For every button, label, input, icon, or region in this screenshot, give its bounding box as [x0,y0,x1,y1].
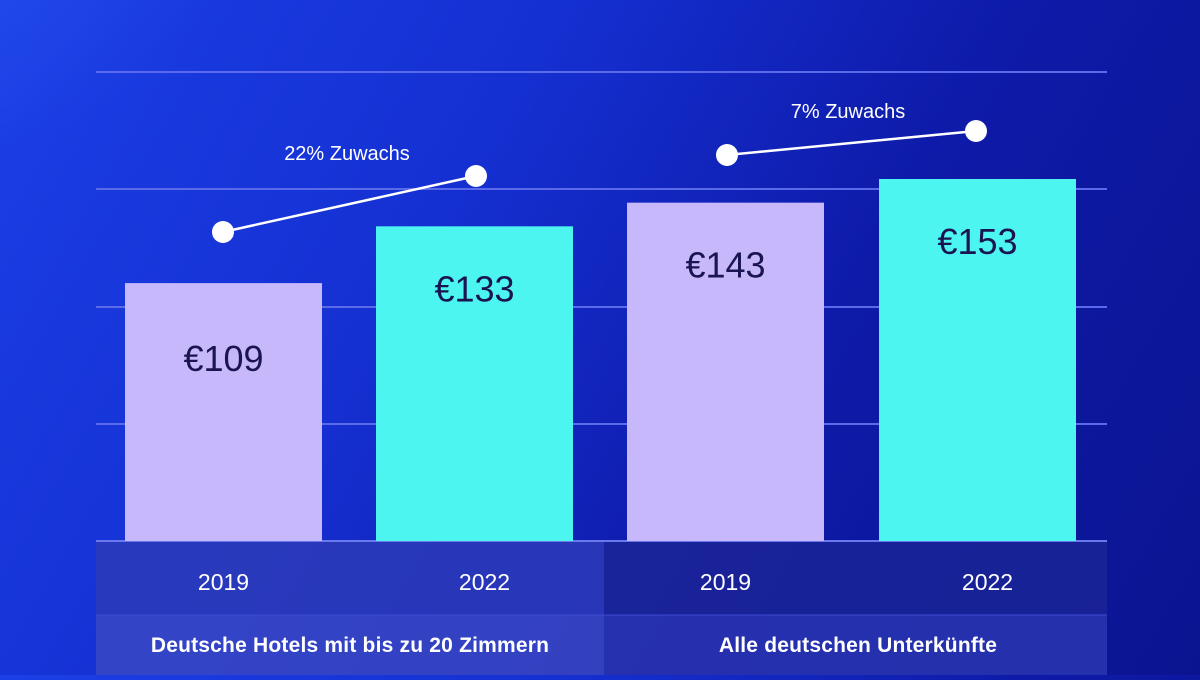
bar-value-label: €143 [685,245,765,286]
x-tick-label: 2022 [459,569,510,595]
label-band-group-1 [96,615,604,675]
x-tick-label: 2019 [198,569,249,595]
bar-1-2022 [376,226,573,542]
group-label-small-hotels: Deutsche Hotels mit bis zu 20 Zimmern [150,634,550,657]
bar-1-2019 [125,283,322,541]
bar-value-label: €153 [937,221,1017,262]
group-label-all-accommodations: Alle deutschen Unterkünfte [718,634,998,657]
bar-2-2022 [879,179,1076,541]
year-band-group-1 [96,541,604,615]
growth-point-start [716,144,738,166]
growth-label: 7% Zuwachs [791,101,906,123]
year-band-group-2 [604,541,1107,615]
growth-line [726,129,977,157]
x-tick-label: 2022 [962,569,1013,595]
growth-point-start [212,221,234,243]
growth-line [222,174,477,234]
bar-value-label: €133 [434,268,514,309]
growth-label: 22% Zuwachs [284,143,410,165]
label-band-group-2 [604,615,1107,675]
growth-point-end [465,165,487,187]
growth-point-end [965,120,987,142]
bar-2-2019 [627,202,824,541]
x-tick-label: 2019 [700,569,751,595]
bar-value-label: €109 [183,338,263,379]
